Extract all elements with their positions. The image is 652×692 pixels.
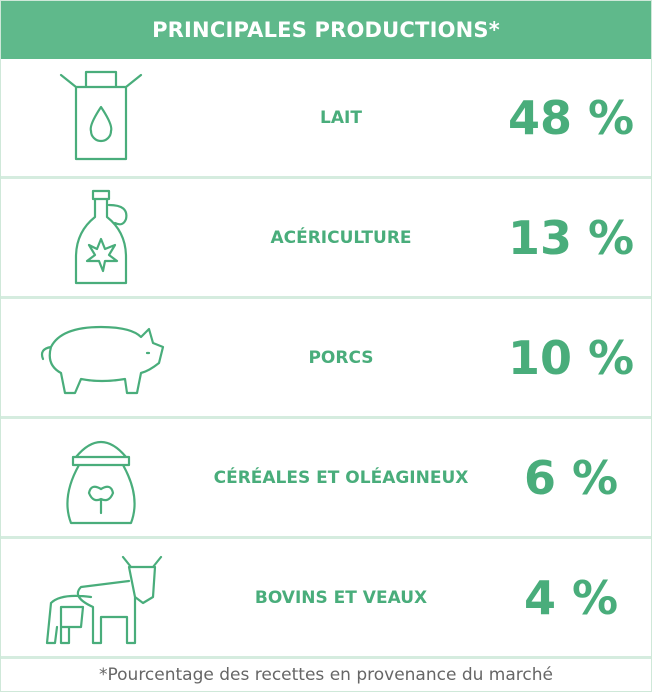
table-row: CÉRÉALES ET OLÉAGINEUX 6 % xyxy=(1,419,651,539)
syrup-icon xyxy=(74,189,128,285)
cattle-icon xyxy=(45,555,163,645)
footnote: *Pourcentage des recettes en provenance … xyxy=(99,665,553,685)
table-row: BOVINS ET VEAUX 4 % xyxy=(1,539,651,659)
row-label: PORCS xyxy=(308,347,374,368)
row-value: 4 % xyxy=(523,570,619,625)
row-value: 48 % xyxy=(507,90,635,145)
table-header: PRINCIPALES PRODUCTIONS* xyxy=(1,1,651,59)
row-label: CÉRÉALES ET OLÉAGINEUX xyxy=(213,467,469,488)
row-value: 13 % xyxy=(507,210,635,265)
row-value: 10 % xyxy=(507,330,635,385)
milk-icon xyxy=(59,70,143,161)
grain-icon xyxy=(66,441,136,525)
table-row: PORCS 10 % xyxy=(1,299,651,419)
table-row: ACÉRICULTURE 13 % xyxy=(1,179,651,299)
table-row: LAIT 48 % xyxy=(1,59,651,179)
pig-icon xyxy=(40,325,165,395)
row-label: ACÉRICULTURE xyxy=(270,227,412,248)
row-label: BOVINS ET VEAUX xyxy=(254,587,428,608)
row-value: 6 % xyxy=(523,450,619,505)
row-label: LAIT xyxy=(320,107,362,128)
